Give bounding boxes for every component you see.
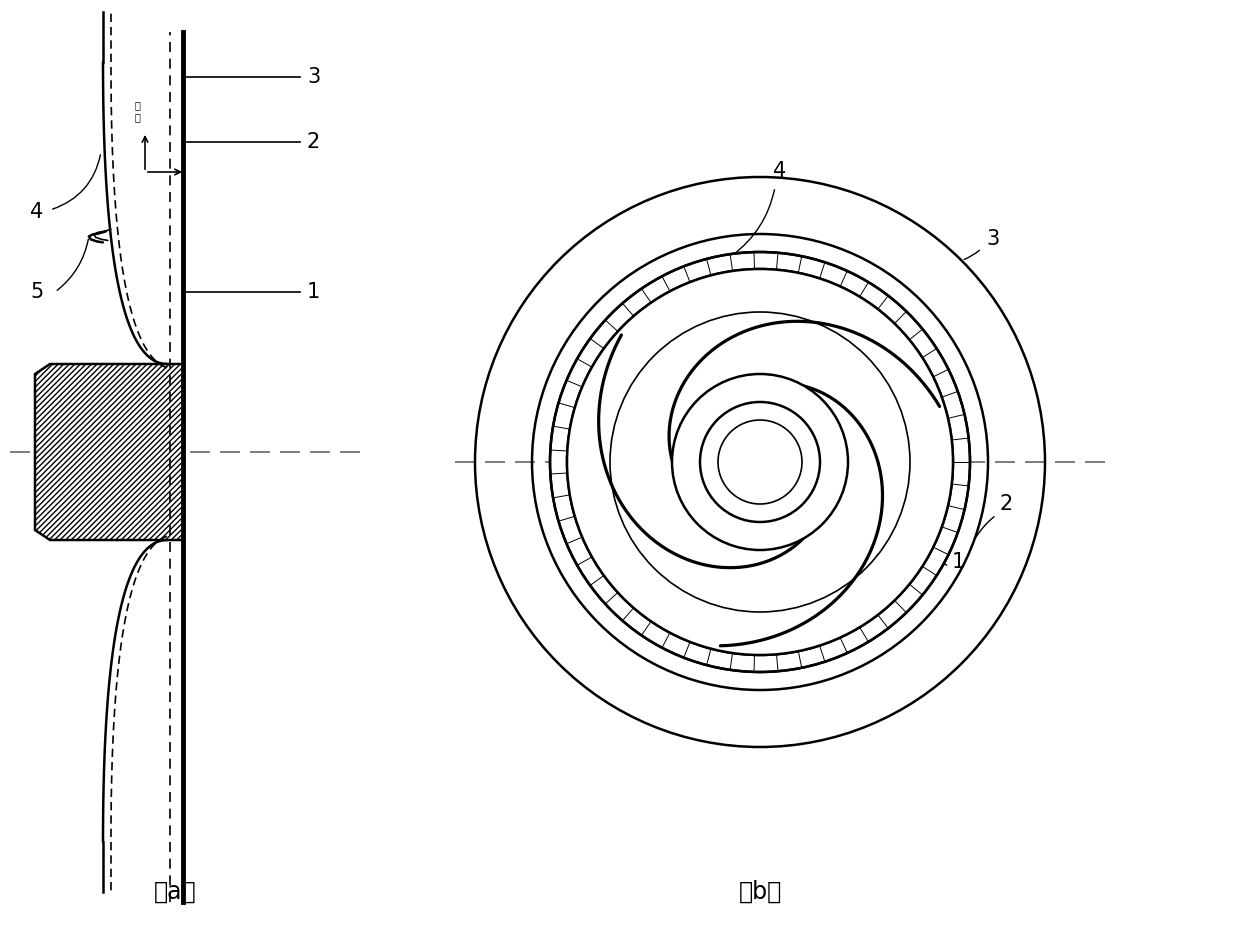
Text: 4: 4 (30, 202, 43, 222)
Circle shape (701, 402, 820, 522)
Polygon shape (35, 364, 184, 540)
Circle shape (567, 269, 954, 655)
Text: 1: 1 (952, 553, 966, 572)
Circle shape (567, 269, 954, 655)
Circle shape (610, 312, 910, 612)
Text: 3: 3 (987, 229, 999, 250)
Text: 轴
向: 轴 向 (134, 101, 140, 122)
Text: 2: 2 (999, 494, 1013, 514)
Text: （a）: （a） (154, 880, 196, 904)
Text: 2: 2 (308, 132, 320, 152)
Circle shape (551, 252, 970, 672)
Text: 5: 5 (30, 282, 43, 302)
Text: 4: 4 (774, 161, 786, 181)
Circle shape (718, 420, 802, 504)
Text: （b）: （b） (738, 880, 781, 904)
Text: 1: 1 (308, 282, 320, 302)
Circle shape (672, 374, 848, 550)
Text: 3: 3 (308, 67, 320, 87)
